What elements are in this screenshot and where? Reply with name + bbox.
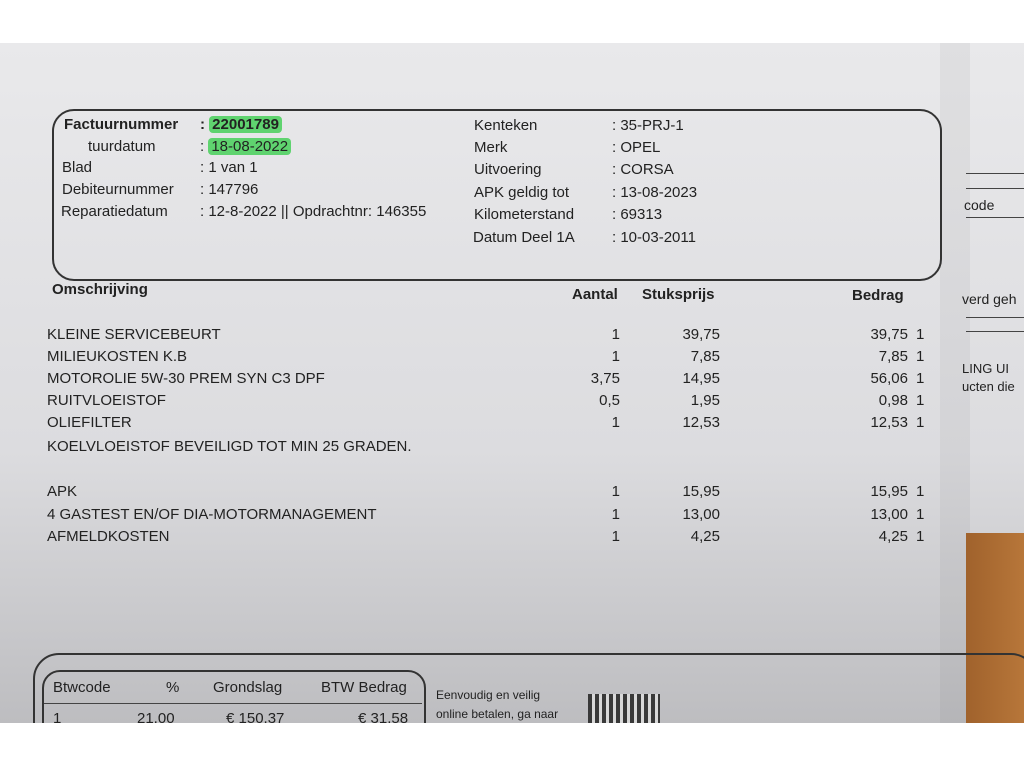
line-quantity: 1 bbox=[611, 506, 620, 523]
line-vat-code: 1 bbox=[916, 392, 925, 409]
wood-surface bbox=[966, 533, 1024, 723]
value-kilometerstand: : 69313 bbox=[612, 206, 663, 223]
vat-amount: € 31,58 bbox=[358, 710, 409, 723]
label-merk: Merk bbox=[474, 139, 508, 156]
label-reparatiedatum: Reparatiedatum bbox=[61, 203, 168, 220]
line-vat-code: 1 bbox=[916, 483, 925, 500]
line-quantity: 1 bbox=[611, 414, 620, 431]
col-stuksprijs: Stuksprijs bbox=[642, 286, 715, 303]
line-amount: 7,85 bbox=[878, 348, 908, 365]
line-description: MILIEUKOSTEN K.B bbox=[47, 348, 188, 365]
value-factuurnummer: : 22001789 bbox=[200, 116, 282, 133]
label-factuurdatum: tuurdatum bbox=[88, 138, 156, 155]
line-unit-price: 13,00 bbox=[682, 506, 720, 523]
side-text: LING UI bbox=[962, 361, 1009, 376]
payment-text: Eenvoudig en veilig bbox=[436, 688, 541, 702]
value-reparatiedatum: : 12-8-2022 || Opdrachtnr: 146355 bbox=[200, 203, 427, 220]
line-amount: 13,00 bbox=[870, 506, 908, 523]
vat-col-btw: BTW Bedrag bbox=[321, 679, 407, 696]
value-kenteken: : 35-PRJ-1 bbox=[612, 117, 684, 134]
line-description: RUITVLOEISTOF bbox=[47, 392, 166, 409]
vat-col-code: Btwcode bbox=[53, 679, 111, 696]
side-text: ucten die bbox=[962, 379, 1015, 394]
invoice-paper: code verd geh LING UI ucten die Factuurn… bbox=[0, 43, 1024, 723]
line-unit-price: 1,95 bbox=[690, 392, 720, 409]
line-quantity: 1 bbox=[611, 528, 620, 545]
line-unit-price: 39,75 bbox=[682, 326, 720, 343]
line-vat-code: 1 bbox=[916, 348, 925, 365]
line-unit-price: 15,95 bbox=[682, 483, 720, 500]
line-description: OLIEFILTER bbox=[47, 414, 132, 431]
line-description: KLEINE SERVICEBEURT bbox=[47, 326, 221, 343]
label-apk: APK geldig tot bbox=[474, 184, 570, 201]
label-kilometerstand: Kilometerstand bbox=[474, 206, 575, 223]
col-bedrag: Bedrag bbox=[852, 287, 904, 304]
side-text: verd geh bbox=[962, 291, 1017, 307]
line-description: 4 GASTEST EN/OF DIA-MOTORMANAGEMENT bbox=[47, 506, 377, 523]
line-vat-code: 1 bbox=[916, 506, 925, 523]
footer-box bbox=[33, 653, 1024, 723]
line-description: MOTOROLIE 5W-30 PREM SYN C3 DPF bbox=[47, 370, 325, 387]
line-quantity: 1 bbox=[611, 326, 620, 343]
line-amount: 0,98 bbox=[878, 392, 908, 409]
vat-box bbox=[42, 670, 426, 723]
value-debiteurnummer: : 147796 bbox=[200, 181, 259, 198]
line-unit-price: 7,85 bbox=[690, 348, 720, 365]
line-amount: 4,25 bbox=[878, 528, 908, 545]
line-vat-code: 1 bbox=[916, 528, 925, 545]
vat-code: 1 bbox=[53, 710, 62, 723]
vat-col-percent: % bbox=[166, 679, 180, 696]
label-debiteurnummer: Debiteurnummer bbox=[62, 181, 174, 198]
line-amount: 15,95 bbox=[870, 483, 908, 500]
bottom-border bbox=[0, 723, 1024, 768]
value-merk: : OPEL bbox=[612, 139, 661, 156]
label-kenteken: Kenteken bbox=[474, 117, 538, 134]
line-quantity: 0,5 bbox=[599, 392, 620, 409]
qr-code-icon bbox=[588, 694, 660, 723]
line-description: KOELVLOEISTOF BEVEILIGD TOT MIN 25 GRADE… bbox=[47, 438, 412, 455]
payment-text: online betalen, ga naar bbox=[436, 707, 559, 721]
line-amount: 56,06 bbox=[870, 370, 908, 387]
line-description: AFMELDKOSTEN bbox=[47, 528, 170, 545]
value-blad: : 1 van 1 bbox=[200, 159, 258, 176]
line-unit-price: 4,25 bbox=[690, 528, 720, 545]
invoice-header-box bbox=[52, 109, 942, 281]
value-uitvoering: : CORSA bbox=[612, 161, 674, 178]
col-aantal: Aantal bbox=[572, 286, 618, 303]
value-apk: : 13-08-2023 bbox=[612, 184, 698, 201]
value-datum-deel-1a: : 10-03-2011 bbox=[612, 229, 696, 246]
label-blad: Blad bbox=[62, 159, 93, 176]
vat-col-grondslag: Grondslag bbox=[213, 679, 283, 696]
vat-percent: 21,00 bbox=[137, 710, 175, 723]
line-vat-code: 1 bbox=[916, 326, 925, 343]
line-description: APK bbox=[47, 483, 78, 500]
line-amount: 12,53 bbox=[870, 414, 908, 431]
line-vat-code: 1 bbox=[916, 414, 925, 431]
vat-grondslag: € 150,37 bbox=[226, 710, 285, 723]
top-border bbox=[0, 0, 1024, 43]
label-uitvoering: Uitvoering bbox=[474, 161, 542, 178]
line-amount: 39,75 bbox=[870, 326, 908, 343]
line-quantity: 1 bbox=[611, 348, 620, 365]
background-sheet bbox=[940, 43, 970, 723]
value-factuurdatum: : 18-08-2022 bbox=[200, 138, 292, 155]
line-quantity: 3,75 bbox=[590, 370, 620, 387]
label-datum-deel-1a: Datum Deel 1A bbox=[473, 229, 575, 246]
col-omschrijving: Omschrijving bbox=[52, 281, 148, 298]
line-quantity: 1 bbox=[611, 483, 620, 500]
line-vat-code: 1 bbox=[916, 370, 925, 387]
side-text: code bbox=[964, 197, 995, 213]
label-factuurnummer: Factuurnummer bbox=[64, 116, 179, 133]
line-unit-price: 14,95 bbox=[682, 370, 720, 387]
line-unit-price: 12,53 bbox=[682, 414, 720, 431]
